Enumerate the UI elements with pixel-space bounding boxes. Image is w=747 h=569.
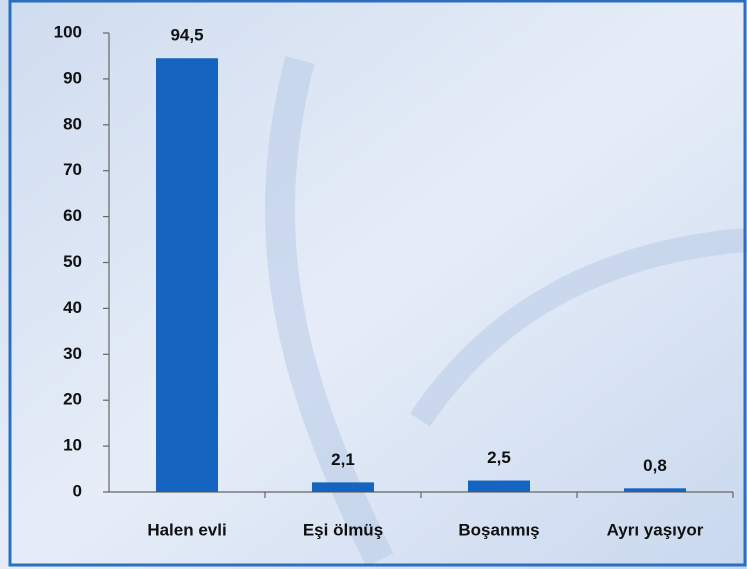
y-tick-label: 10 <box>63 436 82 455</box>
x-tick-label: Halen evli <box>147 520 226 539</box>
value-label: 0,8 <box>643 456 667 475</box>
y-tick-label: 90 <box>63 68 82 87</box>
y-tick-label: 0 <box>73 481 82 500</box>
bar <box>624 488 686 492</box>
x-tick-label: Eşi ölmüş <box>303 520 383 539</box>
y-tick-label: 70 <box>63 160 82 179</box>
decoration <box>265 56 394 567</box>
y-tick-label: 60 <box>63 206 82 225</box>
value-label: 94,5 <box>170 26 203 45</box>
y-tick-label: 30 <box>63 344 82 363</box>
bar <box>468 480 530 492</box>
x-tick-label: Ayrı yaşıyor <box>607 520 704 539</box>
y-tick-label: 80 <box>63 114 82 133</box>
y-tick-label: 20 <box>63 390 82 409</box>
frame <box>8 0 747 567</box>
bar <box>156 58 218 493</box>
value-label: 2,5 <box>487 448 511 467</box>
x-tick-label: Boşanmış <box>458 520 539 539</box>
y-tick-label: 100 <box>54 22 82 41</box>
bar <box>312 482 374 492</box>
y-tick-label: 50 <box>63 252 82 271</box>
y-tick-label: 40 <box>63 298 82 317</box>
value-label: 2,1 <box>331 450 355 469</box>
decoration <box>410 228 747 427</box>
